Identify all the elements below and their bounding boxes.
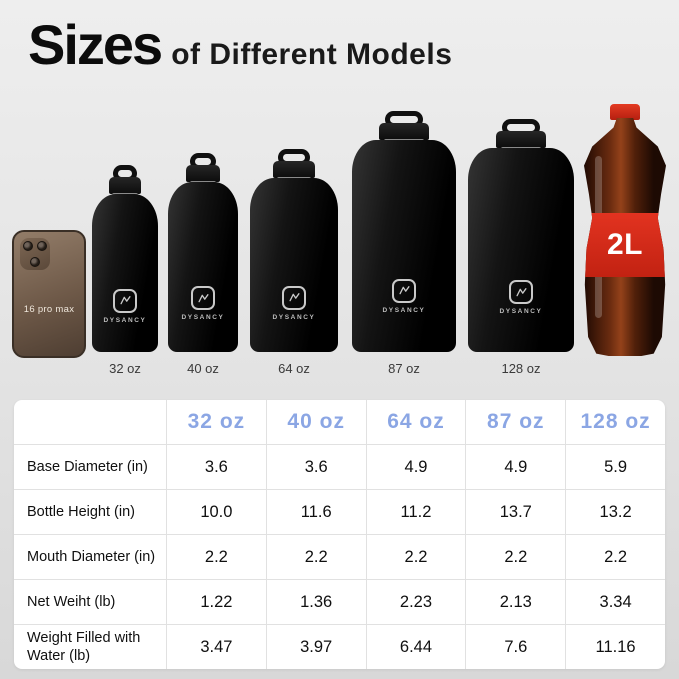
table-cell: 3.34 (565, 579, 665, 624)
page-title: Sizes of Different Models (28, 12, 452, 77)
spec-table: 32 oz 40 oz 64 oz 87 oz 128 oz Base Diam… (14, 400, 665, 669)
table-cell: 2.2 (465, 534, 566, 579)
bottle-64oz: DYSANCY 64 oz (250, 142, 338, 376)
bottle-128oz: DYSANCY 128 oz (468, 112, 574, 376)
table-cell: 2.13 (465, 579, 566, 624)
table-cell: 2.23 (365, 579, 466, 624)
brand-block: DYSANCY (468, 280, 574, 315)
table-cell: 3.6 (166, 444, 266, 489)
brand-text: DYSANCY (181, 314, 225, 322)
table-cell: 13.7 (465, 489, 566, 534)
phone-camera-module-icon (20, 238, 50, 270)
bottle-size-label: 128 oz (501, 361, 541, 376)
bottle-cap (379, 123, 429, 140)
cola-body: 2L (584, 118, 666, 356)
bottle-body: DYSANCY (468, 148, 574, 352)
table-cell: 2.2 (166, 534, 266, 579)
table-header-32oz: 32 oz (166, 400, 266, 444)
cola-cap (610, 104, 640, 120)
brand-text: DYSANCY (499, 308, 543, 316)
phone-16-pro-max: 16 pro max (12, 230, 86, 358)
table-cell: 11.6 (265, 489, 366, 534)
dysancy-logo-icon (392, 278, 416, 303)
bottle-cap (109, 177, 141, 194)
bottle-cap (272, 161, 316, 178)
title-rest: of Different Models (171, 38, 453, 71)
dysancy-logo-icon (191, 286, 215, 311)
camera-lens-icon (23, 241, 33, 251)
table-header-128oz: 128 oz (565, 400, 665, 444)
table-cell: 13.2 (565, 489, 665, 534)
table-header-87oz: 87 oz (465, 400, 565, 444)
bottle-body: DYSANCY (250, 178, 338, 352)
product-stage: 16 pro max DYSANCY 32 oz DYSANCY (0, 85, 679, 400)
table-cell: 2.2 (265, 534, 366, 579)
bottle-body: DYSANCY (92, 194, 158, 352)
cola-bottle-2l: 2L (584, 104, 666, 356)
table-corner-cell (14, 400, 166, 444)
dysancy-logo-icon (113, 288, 137, 313)
bottle-size-label: 64 oz (278, 361, 310, 376)
table-header-64oz: 64 oz (365, 400, 466, 444)
table-cell: 1.36 (265, 579, 366, 624)
cola-2l-label: 2L (606, 228, 643, 262)
camera-lens-icon (37, 241, 47, 251)
bottle-cap (495, 131, 547, 148)
table-cell: 11.16 (565, 624, 665, 669)
row-label-mouth-diameter: Mouth Diameter (in) (14, 534, 166, 579)
bottle-size-label: 40 oz (187, 361, 219, 376)
title-highlight: Sizes (28, 13, 163, 76)
row-label-weight-filled: Weight Filled with Water (lb) (14, 624, 166, 669)
table-cell: 1.22 (166, 579, 266, 624)
bottle-32oz: DYSANCY 32 oz (92, 158, 158, 376)
table-cell: 4.9 (365, 444, 466, 489)
brand-block: DYSANCY (250, 285, 338, 321)
bottle-size-label: 87 oz (388, 361, 420, 376)
table-cell: 2.2 (365, 534, 466, 579)
camera-lens-icon (30, 257, 40, 267)
table-cell: 3.97 (265, 624, 366, 669)
brand-text: DYSANCY (103, 316, 147, 324)
brand-text: DYSANCY (382, 306, 426, 314)
table-cell: 4.9 (465, 444, 566, 489)
table-cell: 3.47 (166, 624, 266, 669)
table-header-40oz: 40 oz (265, 400, 366, 444)
row-label-bottle-height: Bottle Height (in) (14, 489, 166, 534)
bottle-cap (186, 165, 220, 182)
row-label-base-diameter: Base Diameter (in) (14, 444, 166, 489)
brand-block: DYSANCY (92, 288, 158, 324)
table-cell: 2.2 (565, 534, 665, 579)
table-cell: 11.2 (365, 489, 466, 534)
table-cell: 6.44 (365, 624, 466, 669)
bottle-87oz: DYSANCY 87 oz (352, 104, 456, 376)
bottle-size-label: 32 oz (109, 361, 141, 376)
cola-label-band: 2L (584, 213, 666, 278)
dysancy-logo-icon (509, 280, 533, 305)
table-cell: 5.9 (565, 444, 665, 489)
phone-label: 16 pro max (23, 303, 75, 315)
brand-block: DYSANCY (168, 286, 238, 321)
brand-block: DYSANCY (352, 278, 456, 314)
bottle-body: DYSANCY (168, 182, 238, 352)
row-label-net-weight: Net Weiht (lb) (14, 579, 166, 624)
table-cell: 7.6 (465, 624, 566, 669)
table-cell: 10.0 (166, 489, 266, 534)
bottle-body: DYSANCY (352, 140, 456, 352)
table-cell: 3.6 (265, 444, 366, 489)
bottle-40oz: DYSANCY 40 oz (168, 146, 238, 376)
brand-text: DYSANCY (272, 313, 316, 321)
dysancy-logo-icon (282, 285, 306, 310)
